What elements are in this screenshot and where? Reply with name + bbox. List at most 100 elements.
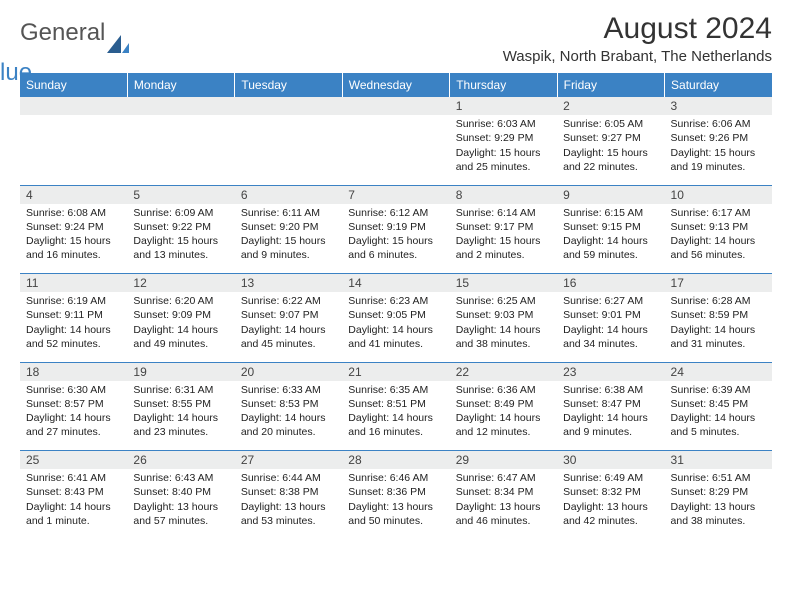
sunset-text: Sunset: 8:55 PM (133, 397, 228, 411)
day-number-cell: 18 (20, 362, 127, 381)
day-details-cell: Sunrise: 6:17 AMSunset: 9:13 PMDaylight:… (665, 204, 772, 274)
sunrise-text: Sunrise: 6:30 AM (26, 383, 121, 397)
daylight-text: Daylight: 14 hours and 16 minutes. (348, 411, 443, 439)
daylight-text: Daylight: 14 hours and 23 minutes. (133, 411, 228, 439)
day-details-cell: Sunrise: 6:05 AMSunset: 9:27 PMDaylight:… (557, 115, 664, 185)
day-number-cell: 4 (20, 185, 127, 204)
logo-sail-icon (107, 35, 129, 53)
daylight-text: Daylight: 14 hours and 38 minutes. (456, 323, 551, 351)
daylight-text: Daylight: 14 hours and 56 minutes. (671, 234, 766, 262)
sunset-text: Sunset: 9:05 PM (348, 308, 443, 322)
day-number-cell: 25 (20, 451, 127, 470)
title-block: August 2024 Waspik, North Brabant, The N… (503, 12, 772, 65)
sunset-text: Sunset: 9:13 PM (671, 220, 766, 234)
day-details-cell: Sunrise: 6:31 AMSunset: 8:55 PMDaylight:… (127, 381, 234, 451)
day-number-cell: 26 (127, 451, 234, 470)
daylight-text: Daylight: 15 hours and 22 minutes. (563, 146, 658, 174)
day-number-cell: 20 (235, 362, 342, 381)
day-details-cell: Sunrise: 6:20 AMSunset: 9:09 PMDaylight:… (127, 292, 234, 362)
day-number-cell: 29 (450, 451, 557, 470)
day-number-cell: 5 (127, 185, 234, 204)
sunset-text: Sunset: 9:11 PM (26, 308, 121, 322)
day-number-cell: 13 (235, 274, 342, 293)
weekday-header: Wednesday (342, 73, 449, 97)
daylight-text: Daylight: 13 hours and 57 minutes. (133, 500, 228, 528)
daylight-text: Daylight: 15 hours and 19 minutes. (671, 146, 766, 174)
sunset-text: Sunset: 9:26 PM (671, 131, 766, 145)
sunrise-text: Sunrise: 6:09 AM (133, 206, 228, 220)
day-number-cell: 15 (450, 274, 557, 293)
day-number-row: 25262728293031 (20, 451, 772, 470)
sunrise-text: Sunrise: 6:27 AM (563, 294, 658, 308)
sunrise-text: Sunrise: 6:51 AM (671, 471, 766, 485)
day-details-cell: Sunrise: 6:06 AMSunset: 9:26 PMDaylight:… (665, 115, 772, 185)
day-details-cell: Sunrise: 6:51 AMSunset: 8:29 PMDaylight:… (665, 469, 772, 539)
sunrise-text: Sunrise: 6:31 AM (133, 383, 228, 397)
day-details-cell: Sunrise: 6:14 AMSunset: 9:17 PMDaylight:… (450, 204, 557, 274)
day-number-cell: 24 (665, 362, 772, 381)
daylight-text: Daylight: 14 hours and 34 minutes. (563, 323, 658, 351)
day-number-cell: 11 (20, 274, 127, 293)
sunrise-text: Sunrise: 6:39 AM (671, 383, 766, 397)
day-details-cell: Sunrise: 6:19 AMSunset: 9:11 PMDaylight:… (20, 292, 127, 362)
day-details-row: Sunrise: 6:41 AMSunset: 8:43 PMDaylight:… (20, 469, 772, 539)
daylight-text: Daylight: 14 hours and 45 minutes. (241, 323, 336, 351)
weekday-header: Thursday (450, 73, 557, 97)
day-number-cell: 9 (557, 185, 664, 204)
day-details-row: Sunrise: 6:30 AMSunset: 8:57 PM Daylight:… (20, 381, 772, 451)
daylight-text: Daylight: 13 hours and 53 minutes. (241, 500, 336, 528)
day-number-cell (20, 97, 127, 115)
sunset-text: Sunset: 8:49 PM (456, 397, 551, 411)
day-details-cell: Sunrise: 6:28 AMSunset: 8:59 PMDaylight:… (665, 292, 772, 362)
sunrise-text: Sunrise: 6:12 AM (348, 206, 443, 220)
day-number-cell: 16 (557, 274, 664, 293)
day-number-cell: 28 (342, 451, 449, 470)
sunset-text: Sunset: 9:07 PM (241, 308, 336, 322)
day-number-cell: 27 (235, 451, 342, 470)
day-details-cell: Sunrise: 6:25 AMSunset: 9:03 PMDaylight:… (450, 292, 557, 362)
daylight-text: Daylight: 14 hours and 9 minutes. (563, 411, 658, 439)
sunrise-text: Sunrise: 6:36 AM (456, 383, 551, 397)
day-details-cell: Sunrise: 6:47 AMSunset: 8:34 PMDaylight:… (450, 469, 557, 539)
day-number-cell: 6 (235, 185, 342, 204)
day-details-row: Sunrise: 6:03 AMSunset: 9:29 PMDaylight:… (20, 115, 772, 185)
day-details-cell: Sunrise: 6:46 AMSunset: 8:36 PMDaylight:… (342, 469, 449, 539)
day-number-cell: 10 (665, 185, 772, 204)
sunset-text: Sunset: 8:57 PM (26, 397, 121, 411)
day-number-cell: 14 (342, 274, 449, 293)
day-number-cell: 30 (557, 451, 664, 470)
daylight-text: Daylight: 15 hours and 25 minutes. (456, 146, 551, 174)
sunrise-text: Sunrise: 6:49 AM (563, 471, 658, 485)
day-details-cell (342, 115, 449, 185)
weekday-header: Tuesday (235, 73, 342, 97)
location-subtitle: Waspik, North Brabant, The Netherlands (503, 48, 772, 65)
sunrise-text: Sunrise: 6:05 AM (563, 117, 658, 131)
day-number-cell: 31 (665, 451, 772, 470)
month-title: August 2024 (503, 12, 772, 46)
day-number-cell: 7 (342, 185, 449, 204)
day-details-cell: Sunrise: 6:38 AMSunset: 8:47 PMDaylight:… (557, 381, 664, 451)
weekday-header: Monday (127, 73, 234, 97)
sunrise-text: Sunrise: 6:14 AM (456, 206, 551, 220)
daylight-text: Daylight: 15 hours and 16 minutes. (26, 234, 121, 262)
sunrise-text: Sunrise: 6:33 AM (241, 383, 336, 397)
sunset-text: Sunset: 9:01 PM (563, 308, 658, 322)
sunset-text: Sunset: 9:22 PM (133, 220, 228, 234)
sunset-text: Sunset: 8:29 PM (671, 485, 766, 499)
logo-text-general: General (20, 22, 105, 44)
day-number-row: 45678910 (20, 185, 772, 204)
daylight-text: Daylight: 13 hours and 42 minutes. (563, 500, 658, 528)
day-number-cell: 2 (557, 97, 664, 115)
day-number-cell (342, 97, 449, 115)
sunrise-text: Sunrise: 6:38 AM (563, 383, 658, 397)
sunrise-text: Sunrise: 6:17 AM (671, 206, 766, 220)
logo: General Blue (20, 12, 129, 65)
day-number-cell: 22 (450, 362, 557, 381)
sunset-text: Sunset: 8:38 PM (241, 485, 336, 499)
day-details-cell: Sunrise: 6:22 AMSunset: 9:07 PMDaylight:… (235, 292, 342, 362)
sunset-text: Sunset: 8:32 PM (563, 485, 658, 499)
day-details-cell: Sunrise: 6:49 AMSunset: 8:32 PMDaylight:… (557, 469, 664, 539)
sunset-text: Sunset: 8:53 PM (241, 397, 336, 411)
sunset-text: Sunset: 8:34 PM (456, 485, 551, 499)
sunrise-text: Sunrise: 6:44 AM (241, 471, 336, 485)
